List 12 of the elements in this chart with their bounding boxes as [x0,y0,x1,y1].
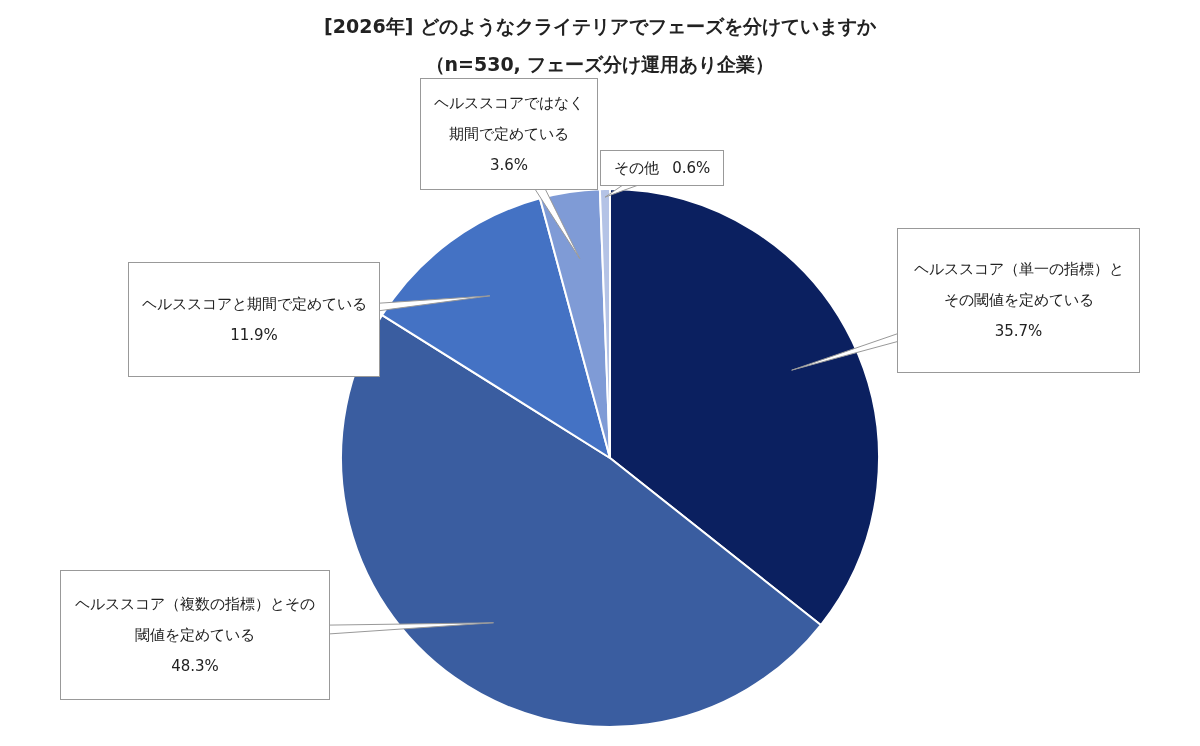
slice-label: その他 [613,158,659,179]
slice-label: ヘルススコア（複数の指標）とその閾値を定めている [74,593,316,646]
chart-subtitle: （n=530, フェーズ分け運用あり企業） [424,52,776,77]
data-label: 35.7% [993,321,1044,342]
data-label: 3.6% [488,154,530,176]
data-label: 0.6% [672,158,711,179]
data-label: 11.9% [229,324,279,346]
slice-label: ヘルススコアではなく期間で定めている [433,92,585,145]
data-label: 48.3% [170,655,220,677]
slice-label: ヘルススコア（単一の指標）とその閾値を定めている [912,259,1125,311]
slice-label: ヘルススコアと期間で定めている [140,293,368,315]
chart-title: [2026年] どのようなクライテリアでフェーズを分けていますか [323,14,877,39]
